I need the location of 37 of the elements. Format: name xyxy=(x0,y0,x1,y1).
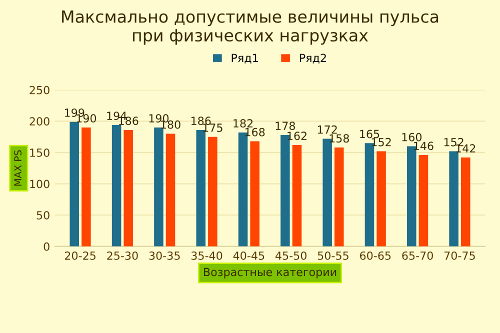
data-label: 182 xyxy=(234,119,253,128)
x-axis-title: Возрастные категории xyxy=(204,268,336,278)
data-label: 172 xyxy=(318,125,337,134)
y-tick-label: 50 xyxy=(36,211,50,220)
x-tick-label: 45-50 xyxy=(275,251,306,260)
legend-label: Ряд1 xyxy=(232,54,258,64)
legend-label: Ряд2 xyxy=(300,54,326,64)
data-label: 175 xyxy=(203,124,222,132)
y-tick-label: 200 xyxy=(30,117,50,126)
data-label: 152 xyxy=(372,138,391,146)
x-tick-label: 20-25 xyxy=(64,251,96,260)
data-label: 190 xyxy=(149,114,169,123)
y-axis-title: MAX PS xyxy=(14,150,22,186)
data-label: 186 xyxy=(191,116,211,126)
chart-title: Максмально допустимые величины пульса при физических нагрузках xyxy=(62,10,438,45)
data-label: 180 xyxy=(161,120,180,129)
x-tick-label: 70-75 xyxy=(444,251,475,260)
data-label: 168 xyxy=(245,128,265,136)
x-tick-label: 40-45 xyxy=(233,251,264,260)
data-label: 162 xyxy=(288,132,306,140)
data-label: 165 xyxy=(360,130,380,138)
data-label: 158 xyxy=(330,134,349,143)
y-tick-label: 100 xyxy=(30,180,50,188)
x-tick-label: 50-55 xyxy=(318,251,348,260)
y-tick-label: 150 xyxy=(30,148,50,157)
data-label: 146 xyxy=(414,142,434,150)
y-tick-label: 0 xyxy=(44,242,50,251)
x-tick-label: 35-40 xyxy=(191,251,222,260)
data-label: 142 xyxy=(456,144,476,152)
data-label: 178 xyxy=(276,122,296,130)
x-tick-label: 30-35 xyxy=(149,251,180,260)
x-tick-label: 60-65 xyxy=(360,251,391,260)
data-label: 152 xyxy=(444,138,464,146)
data-label: 160 xyxy=(402,132,422,142)
x-tick-label: 65-70 xyxy=(402,251,433,260)
x-tick-label: 25-30 xyxy=(107,251,138,260)
y-tick-label: 250 xyxy=(30,86,50,94)
